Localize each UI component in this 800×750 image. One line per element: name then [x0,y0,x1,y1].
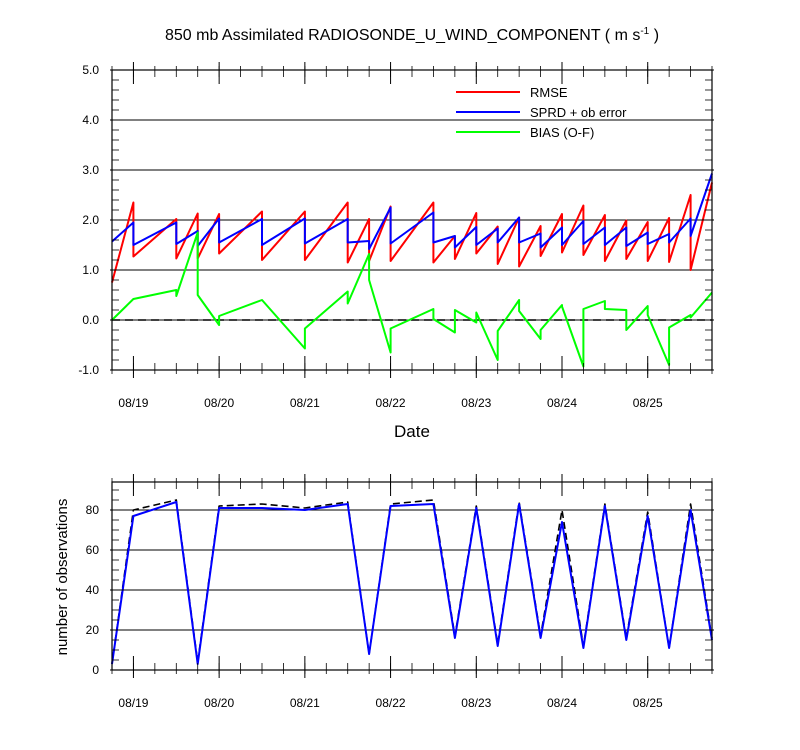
chart-title: 850 mb Assimilated RADIOSONDE_U_WIND_COM… [165,26,659,44]
series-line-used [111,501,713,665]
series-line-rmse [111,182,713,283]
chart-title-units-end: ) [649,27,659,44]
top-plot: -1.00.01.02.03.04.05.0 08/19 08/20 08/21 08… [78,62,714,441]
x-tick-label: 08/23 [461,396,491,410]
y-tick-label: -1.0 [78,363,99,377]
x-tick-label: 08/24 [547,396,577,410]
legend: RMSE SPRD + ob error BIAS (O-F) [456,85,627,140]
bottom-plot: 0 20 40 60 80 08/19 08/20 08/21 08/22 08/23 08/24… [54,474,714,710]
x-tick-label: 08/22 [376,396,406,410]
series-line-sprd-ob-error [111,173,713,250]
top-gridlines [112,119,712,321]
chart-title-units-sup: -1 [640,26,649,37]
y-tick-label: 3.0 [82,163,99,177]
bottom-ticks-group [110,474,714,678]
x-tick-label: 08/21 [290,396,320,410]
legend-label-rmse: RMSE [530,85,568,100]
x-tick-label: 08/25 [633,396,663,410]
x-tick-label: 08/21 [290,696,320,710]
chart-title-main: 850 mb Assimilated RADIOSONDE_U_WIND_COM… [165,27,601,44]
x-tick-label: 08/25 [633,696,663,710]
y-tick-label: 1.0 [82,263,99,277]
y-tick-label: 4.0 [82,113,99,127]
x-tick-label: 08/20 [204,696,234,710]
x-tick-label: 08/23 [461,696,491,710]
bottom-y-tick-labels: 0 20 40 60 80 [86,503,100,677]
legend-label-sprd-ob-error: SPRD + ob error [530,105,627,120]
y-tick-label: 2.0 [82,213,99,227]
y-tick-label: 0 [92,663,99,677]
top-x-axis-label: Date [394,422,430,441]
bottom-series-group [111,499,713,665]
chart-title-units: ( m s [600,27,640,44]
top-x-tick-labels: 08/19 08/20 08/21 08/22 08/23 08/24 08/25 [118,396,663,410]
series-line-bias-o-f [111,231,713,368]
x-tick-label: 08/19 [118,396,148,410]
x-tick-label: 08/22 [376,696,406,710]
y-tick-label: 80 [86,503,100,517]
bottom-x-tick-labels: 08/19 08/20 08/21 08/22 08/23 08/24 08/25 [118,696,663,710]
top-y-tick-labels: -1.0 0.0 1.0 2.0 3.0 4.0 5.0 [78,63,99,377]
legend-label-bias-o-f: BIAS (O-F) [530,125,594,140]
y-tick-label: 20 [86,623,100,637]
bottom-y-axis-label: number of observations [54,499,71,656]
top-series-group [111,173,713,368]
x-tick-label: 08/20 [204,396,234,410]
y-tick-label: 0.0 [82,313,99,327]
y-tick-label: 40 [86,583,100,597]
bottom-gridlines [112,509,712,631]
x-tick-label: 08/24 [547,696,577,710]
y-tick-label: 5.0 [82,63,99,77]
y-tick-label: 60 [86,543,100,557]
x-tick-label: 08/19 [118,696,148,710]
top-ticks-group [110,62,714,378]
